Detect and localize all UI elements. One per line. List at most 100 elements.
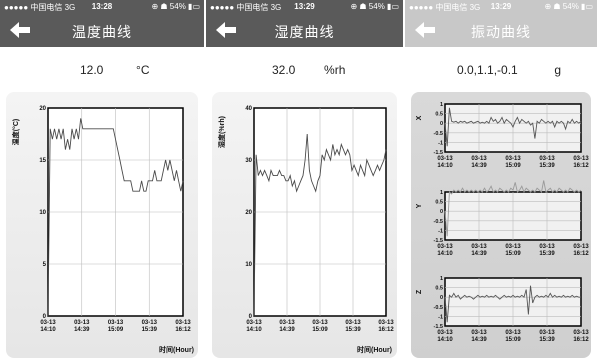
x-tick-time: 15:39 — [539, 251, 555, 257]
y-tick-label: 0.5 — [435, 112, 443, 118]
x-tick-time: 14:39 — [279, 327, 295, 333]
clock-time: 13:28 — [91, 2, 113, 11]
back-arrow-icon[interactable] — [413, 20, 437, 40]
reading-value: 32.0 — [272, 63, 296, 77]
temperature-screen: ●●●●● 中国电信 3G 13:28 ⊕ ☗ 54% ▮▭ 温度曲线 12.0… — [0, 0, 204, 358]
back-arrow-icon[interactable] — [8, 20, 32, 40]
current-reading: 12.0 °C — [80, 63, 150, 77]
y-tick-label: 0 — [43, 314, 47, 320]
axis-name-label: X — [416, 115, 423, 120]
reading-value: 12.0 — [80, 63, 104, 77]
y-tick-label: 30 — [245, 158, 252, 164]
x-tick-time: 14:10 — [246, 327, 262, 333]
y-tick-label: -1.5 — [434, 324, 443, 330]
humidity-screen: ●●●●● 中国电信 3G 13:29 ⊕ ☗ 54% ▮▭ 湿度曲线 32.0… — [206, 0, 403, 358]
x-tick-date: 03-13 — [312, 320, 328, 326]
y-tick-label: -1.5 — [434, 238, 443, 244]
clock-time: 13:29 — [490, 2, 512, 11]
x-tick-date: 03-13 — [505, 156, 521, 162]
x-tick-time: 16:12 — [573, 251, 589, 257]
x-tick-date: 03-13 — [175, 320, 191, 326]
x-tick-time: 14:39 — [471, 251, 487, 257]
y-tick-label: 40 — [245, 106, 252, 112]
x-tick-time: 15:39 — [539, 337, 555, 343]
clock-time: 13:29 — [294, 2, 315, 11]
back-arrow-icon[interactable] — [214, 20, 238, 40]
x-axis-label: 时间(Hour) — [357, 345, 392, 354]
navigation-bar: 湿度曲线 — [206, 14, 403, 47]
x-tick-date: 03-13 — [437, 156, 453, 162]
carrier-signal: ●●●●● 中国电信 3G — [4, 3, 76, 12]
x-tick-date: 03-13 — [471, 156, 487, 162]
status-bar: ●●●●● 中国电信 3G 13:28 ⊕ ☗ 54% ▮▭ — [0, 0, 204, 14]
y-tick-label: -0.5 — [434, 305, 443, 311]
y-tick-label: 1 — [440, 276, 443, 282]
y-tick-label: 0 — [249, 314, 253, 320]
x-tick-time: 15:09 — [108, 327, 124, 333]
battery-indicator: ⊕ ☗ 54% ▮▭ — [350, 2, 399, 11]
y-tick-label: -1 — [438, 228, 443, 234]
page-title: 湿度曲线 — [274, 24, 335, 40]
y-tick-label: 0 — [440, 121, 443, 127]
y-tick-label: -1 — [438, 314, 443, 320]
current-reading: 32.0 %rh — [272, 63, 345, 77]
x-tick-date: 03-13 — [539, 156, 555, 162]
x-tick-date: 03-13 — [74, 320, 90, 326]
x-tick-time: 15:09 — [312, 327, 328, 333]
x-tick-time: 15:09 — [505, 163, 521, 169]
status-bar: ●●●●● 中国电信 3G 13:29 ⊕ ☗ 54% ▮▭ — [405, 0, 597, 14]
chart-card: 0 10 20 30 40 03-13 14:10 03-13 14:39 03-13 15:09 0… — [212, 92, 397, 358]
x-tick-date: 03-13 — [40, 320, 56, 326]
reading-value: 0.0,1.1,-0.1 — [457, 63, 518, 77]
x-axis-label: 时间(Hour) — [159, 345, 194, 354]
x-tick-time: 15:39 — [142, 327, 158, 333]
y-tick-label: 1 — [440, 102, 443, 108]
x-tick-date: 03-13 — [246, 320, 262, 326]
x-tick-time: 14:10 — [437, 251, 453, 257]
status-bar: ●●●●● 中国电信 3G 13:29 ⊕ ☗ 54% ▮▭ — [206, 0, 403, 14]
x-tick-date: 03-13 — [573, 156, 589, 162]
page-title: 温度曲线 — [72, 24, 132, 40]
x-tick-date: 03-13 — [437, 330, 453, 336]
page-title: 振动曲线 — [471, 24, 531, 40]
axis-name-label: Z — [416, 289, 423, 294]
x-tick-date: 03-13 — [471, 330, 487, 336]
y-tick-label: 10 — [39, 210, 46, 216]
x-tick-date: 03-13 — [378, 320, 394, 326]
x-tick-date: 03-13 — [345, 320, 361, 326]
reading-unit: %rh — [324, 63, 346, 77]
x-tick-time: 14:10 — [437, 337, 453, 343]
y-tick-label: -1 — [438, 140, 443, 146]
x-tick-time: 14:10 — [437, 163, 453, 169]
x-tick-date: 03-13 — [505, 330, 521, 336]
series-line — [253, 133, 387, 317]
x-tick-time: 14:39 — [471, 337, 487, 343]
temperature-chart: 0510152003-1314:1003-1314:3903-1315:0903… — [11, 106, 194, 354]
y-tick-label: 0.5 — [435, 200, 443, 206]
y-tick-label: -0.5 — [434, 131, 443, 137]
x-tick-time: 14:39 — [471, 163, 487, 169]
y-tick-label: 20 — [245, 210, 252, 216]
x-tick-date: 03-13 — [539, 244, 555, 250]
carrier-signal: ●●●●● 中国电信 3G — [210, 3, 282, 12]
y-tick-label: 0 — [440, 209, 443, 215]
y-tick-label: 5 — [43, 262, 47, 268]
x-tick-date: 03-13 — [437, 244, 453, 250]
x-tick-date: 03-13 — [108, 320, 124, 326]
reading-unit: g — [554, 63, 562, 77]
y-tick-label: 0 — [440, 295, 443, 301]
series-line — [444, 107, 582, 147]
chart-card: -1.5 -1 -0.5 0 0.5 1 03-13 14:10 03-13 14:39 03-13… — [411, 92, 591, 358]
chart-card: 0 5 10 15 20 03-13 14:10 03-13 14:39 03-13 15:09 03… — [6, 92, 198, 358]
y-tick-label: -0.5 — [434, 219, 443, 225]
battery-indicator: ⊕ ☗ 54% ▮▭ — [151, 2, 200, 11]
x-tick-date: 03-13 — [505, 244, 521, 250]
carrier-signal: ●●●●● 中国电信 3G — [409, 3, 481, 12]
navigation-bar: 温度曲线 — [0, 14, 204, 47]
x-tick-date: 03-13 — [573, 330, 589, 336]
x-tick-time: 15:09 — [505, 337, 521, 343]
x-tick-time: 16:12 — [175, 327, 191, 333]
x-tick-date: 03-13 — [573, 244, 589, 250]
y-tick-label: -1.5 — [434, 150, 443, 156]
y-axis-label: 湿度(%rh) — [217, 116, 226, 148]
